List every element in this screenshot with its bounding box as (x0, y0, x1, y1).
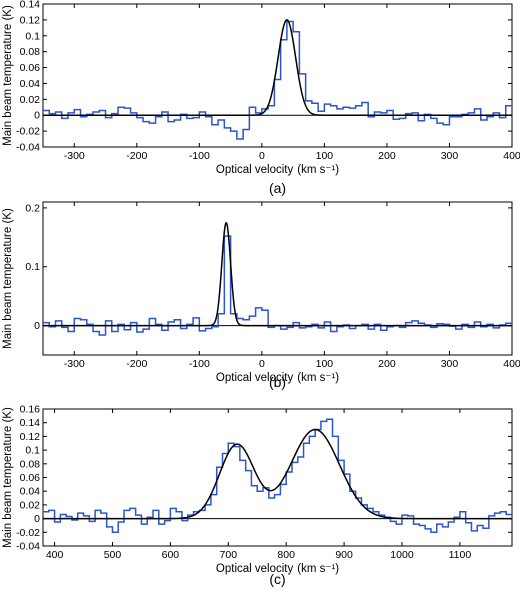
y-tick-label-c: -0.04 (16, 541, 40, 553)
y-tick-label-c: 0.14 (20, 417, 41, 429)
x-tick-label-b: -100 (189, 358, 210, 370)
x-axis-unit-c: (km s⁻¹) (297, 563, 339, 575)
y-tick-label-a: 0.12 (20, 14, 41, 26)
y-tick-label-a: 0 (34, 110, 40, 122)
y-axis-label-c: Main beam temperature (K) (2, 407, 14, 548)
x-axis-label-text-a: Optical velocity (216, 164, 294, 176)
x-tick-label-c: 700 (220, 549, 238, 561)
x-tick-label-a: 100 (316, 150, 334, 162)
y-tick-label-c: 0.16 (20, 404, 41, 416)
y-tick-label-c: 0.06 (20, 472, 41, 484)
caption-c: (c) (269, 571, 285, 587)
y-tick-label-a: 0.1 (25, 30, 40, 42)
y-tick-label-c: 0.1 (25, 445, 40, 457)
x-tick-label-c: 1100 (449, 549, 472, 561)
plot-area-a (43, 19, 512, 140)
y-tick-label-a: 0.06 (20, 62, 41, 74)
x-axis-label-c: Optical velocity (km s⁻¹) (216, 563, 339, 575)
gaussian-fit-b (43, 221, 512, 327)
caption-b: (b) (269, 374, 286, 390)
x-axis-label-b: Optical velocity (km s⁻¹) (216, 372, 339, 384)
panel-a: -300 -200 -100 0 100 200 300 400 -0.04 -0.02 0 0.02… (2, 0, 520, 196)
plot-frame-a (42, 3, 513, 148)
y-tick-label-a: 0.04 (20, 78, 41, 90)
x-tick-label-a: 400 (503, 150, 520, 162)
y-tick-label-c: 0.08 (20, 458, 41, 470)
x-tick-label-b: 400 (503, 358, 520, 370)
y-tick-label-a: -0.02 (16, 126, 40, 138)
caption-a: (a) (269, 180, 286, 196)
x-tick-label-c: 900 (335, 549, 353, 561)
y-tick-label-a: 0.14 (20, 0, 41, 11)
panel-c: 400 500 600 700 800 900 1000 1100 -0.04 -0.02 0 0.0… (2, 404, 513, 587)
x-tick-label-a: 0 (259, 150, 265, 162)
y-tick-label-c: 0 (34, 513, 40, 525)
y-tick-label-b: 0 (34, 320, 40, 332)
x-axis-label-text-c: Optical velocity (216, 563, 294, 575)
y-tick-label-b: 0.2 (25, 202, 40, 214)
y-tick-label-a: -0.04 (16, 142, 40, 154)
y-tick-label-a: 0.08 (20, 46, 41, 58)
x-tick-label-b: 200 (378, 358, 396, 370)
x-axis-unit-a: (km s⁻¹) (297, 164, 339, 176)
x-tick-label-a: -100 (189, 150, 210, 162)
plot-frame-b (42, 201, 513, 356)
x-tick-label-b: 0 (259, 358, 265, 370)
y-axis-label-b: Main beam temperature (K) (2, 208, 14, 349)
x-axis-unit-b: (km s⁻¹) (297, 372, 339, 384)
x-tick-label-a: -300 (64, 150, 85, 162)
x-tick-label-a: 200 (378, 150, 396, 162)
x-tick-label-c: 500 (104, 549, 122, 561)
panel-b: -300 -200 -100 0 100 200 300 400 0 0.1 0.2 Optical … (2, 201, 520, 390)
x-tick-label-c: 400 (46, 549, 64, 561)
observed-spectrum-b (43, 235, 512, 336)
y-tick-label-c: 0.04 (20, 486, 41, 498)
x-tick-label-c: 600 (162, 549, 180, 561)
plot-frame-c (42, 408, 513, 547)
x-tick-label-b: 300 (441, 358, 459, 370)
y-tick-label-c: 0.02 (20, 499, 41, 511)
observed-spectrum-a (43, 20, 512, 140)
x-tick-label-b: -200 (126, 358, 147, 370)
x-tick-label-b: -300 (64, 358, 85, 370)
y-tick-label-a: 0.02 (20, 94, 41, 106)
x-tick-label-c: 800 (277, 549, 295, 561)
x-tick-label-a: 300 (441, 150, 459, 162)
y-tick-label-c: -0.02 (16, 527, 40, 539)
gaussian-fit-c (43, 428, 512, 520)
gaussian-fit-a (43, 19, 512, 116)
x-axis-label-a: Optical velocity (km s⁻¹) (216, 164, 339, 176)
x-tick-label-c: 1000 (390, 549, 414, 561)
y-tick-label-b: 0.1 (25, 261, 40, 273)
x-axis-label-text-b: Optical velocity (216, 372, 294, 384)
observed-spectrum-c (43, 418, 512, 534)
plot-area-b (43, 221, 512, 336)
x-tick-label-a: -200 (126, 150, 147, 162)
y-tick-label-c: 0.12 (20, 431, 41, 443)
y-axis-label-a: Main beam temperature (K) (2, 5, 14, 146)
plot-area-c (43, 418, 512, 534)
x-tick-label-b: 100 (316, 358, 334, 370)
